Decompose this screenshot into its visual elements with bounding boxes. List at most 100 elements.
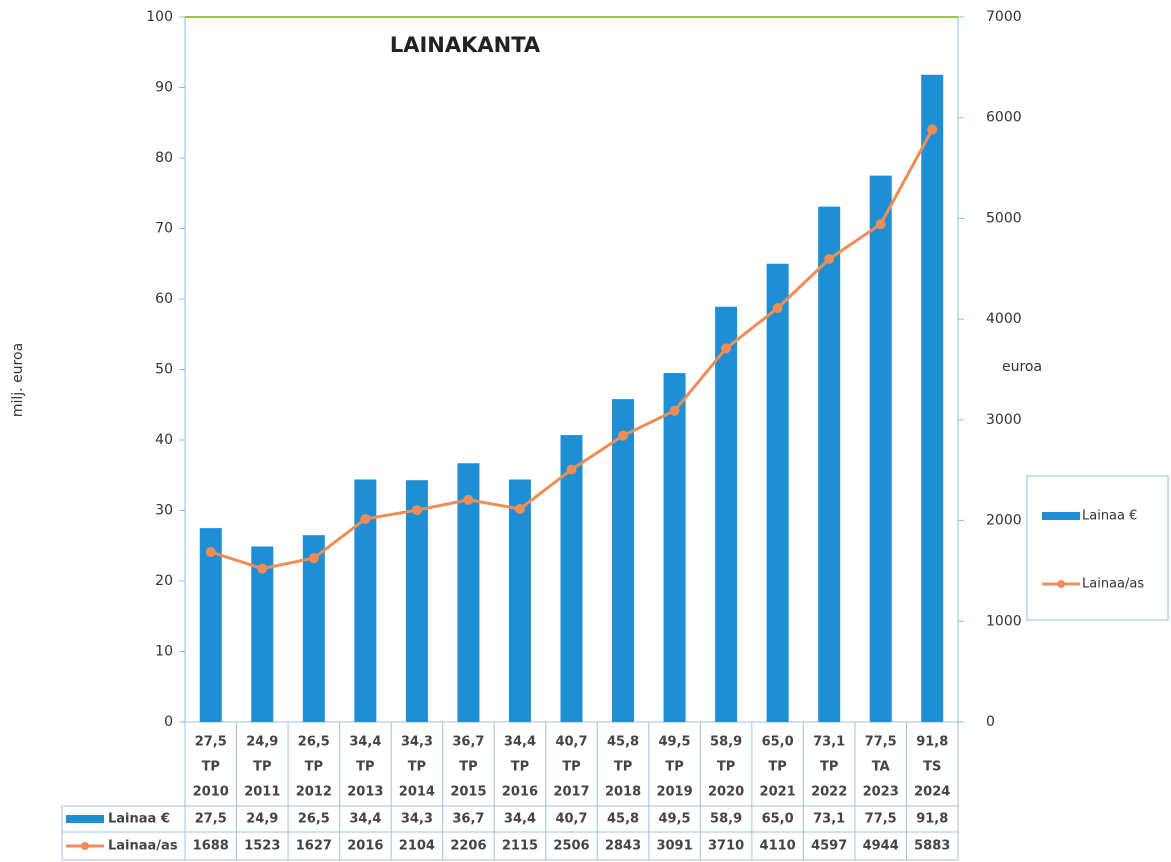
table-value: 5883: [914, 839, 950, 854]
line-marker: [618, 430, 629, 441]
y2-tick-label: 0: [986, 714, 995, 730]
table-value: 4944: [863, 839, 899, 854]
table-value: 27,5: [195, 812, 227, 827]
line-marker: [308, 553, 319, 564]
x-tick-label: 2024: [914, 785, 950, 800]
x-tick-label: 65,0: [762, 735, 794, 750]
legend-marker-dot: [1057, 580, 1065, 588]
line-marker: [257, 563, 268, 574]
x-tick-label: 2020: [708, 785, 744, 800]
table-value: 2843: [605, 839, 641, 854]
x-tick-label: TP: [768, 760, 786, 775]
table-value: 24,9: [246, 812, 278, 827]
line-marker: [411, 505, 422, 516]
table-value: 3710: [708, 839, 744, 854]
x-tick-label: 73,1: [813, 735, 845, 750]
table-value: 34,4: [349, 812, 381, 827]
x-tick-label: TP: [356, 760, 374, 775]
y2-tick-label: 2000: [986, 513, 1022, 529]
table-value: 77,5: [865, 812, 897, 827]
line-marker: [824, 254, 835, 265]
table-value: 65,0: [762, 812, 794, 827]
y2-tick-label: 5000: [986, 210, 1022, 226]
y2-tick-label: 3000: [986, 412, 1022, 428]
x-tick-label: TP: [253, 760, 271, 775]
x-tick-label: TP: [408, 760, 426, 775]
y-tick-label: 60: [155, 291, 173, 307]
table-value: 4597: [811, 839, 847, 854]
table-value: 49,5: [659, 812, 691, 827]
table-value: 34,4: [504, 812, 536, 827]
table-value: 36,7: [452, 812, 484, 827]
legend-label: Lainaa/as: [1082, 577, 1144, 592]
bar: [715, 306, 738, 722]
x-tick-label: 45,8: [607, 735, 639, 750]
x-tick-label: 49,5: [659, 735, 691, 750]
line-marker: [360, 513, 371, 524]
table-value: 4110: [760, 839, 796, 854]
y2-tick-label: 4000: [986, 311, 1022, 327]
bar: [869, 175, 892, 722]
y-tick-label: 80: [155, 150, 173, 166]
y-tick-label: 70: [155, 221, 173, 237]
table-legend-marker-dot: [81, 842, 89, 850]
table-value: 2115: [502, 839, 538, 854]
line-marker: [669, 405, 680, 416]
x-tick-label: TP: [665, 760, 683, 775]
line-marker: [514, 503, 525, 514]
x-tick-label: 26,5: [298, 735, 330, 750]
bar: [766, 263, 789, 722]
table-value: 26,5: [298, 812, 330, 827]
x-tick-label: 2013: [347, 785, 383, 800]
legend-label: Lainaa €: [1082, 509, 1137, 524]
table-value: 1523: [244, 839, 280, 854]
line-marker: [772, 303, 783, 314]
bar: [302, 535, 325, 722]
x-tick-label: 2022: [811, 785, 847, 800]
x-tick-label: 91,8: [916, 735, 948, 750]
x-tick-label: 27,5: [195, 735, 227, 750]
bar: [457, 463, 480, 722]
x-tick-label: 2021: [760, 785, 796, 800]
bar: [199, 528, 222, 722]
x-tick-label: TP: [614, 760, 632, 775]
y2-tick-label: 6000: [986, 110, 1022, 126]
table-value: 2104: [399, 839, 435, 854]
x-tick-label: TP: [717, 760, 735, 775]
chart-title: LAINAKANTA: [390, 33, 541, 57]
x-tick-label: 77,5: [865, 735, 897, 750]
table-value: 73,1: [813, 812, 845, 827]
line-marker: [463, 494, 474, 505]
data-table: 27,5 TP 2010 24,9 TP 2011 26,5 TP 2012 34,4 TP 2013…: [61, 721, 959, 861]
bar: [921, 74, 944, 722]
table-value: 91,8: [916, 812, 948, 827]
legend-box: [1026, 475, 1169, 621]
x-tick-label: 36,7: [452, 735, 484, 750]
x-tick-label: 2011: [244, 785, 280, 800]
y-tick-label: 30: [155, 503, 173, 519]
bar: [612, 399, 635, 722]
table-value: 40,7: [555, 812, 587, 827]
bar: [508, 479, 531, 722]
x-tick-label: TP: [511, 760, 529, 775]
y2-tick-label: 7000: [986, 9, 1022, 25]
x-tick-label: TA: [872, 760, 890, 775]
y-tick-label: 0: [164, 714, 173, 730]
table-value: 1627: [296, 839, 332, 854]
table-legend-marker: [66, 815, 104, 823]
table-value: 58,9: [710, 812, 742, 827]
y-tick-label: 40: [155, 432, 173, 448]
table-row-label: Lainaa €: [108, 812, 170, 827]
bar: [354, 479, 377, 722]
x-tick-label: TS: [923, 760, 941, 775]
line-marker: [721, 343, 732, 354]
line-marker: [927, 124, 938, 135]
line-marker: [566, 464, 577, 475]
x-tick-label: 2014: [399, 785, 435, 800]
bar: [251, 546, 274, 722]
bar: [560, 435, 583, 722]
bar: [818, 206, 841, 722]
x-tick-label: 34,4: [349, 735, 381, 750]
x-tick-label: 2018: [605, 785, 641, 800]
